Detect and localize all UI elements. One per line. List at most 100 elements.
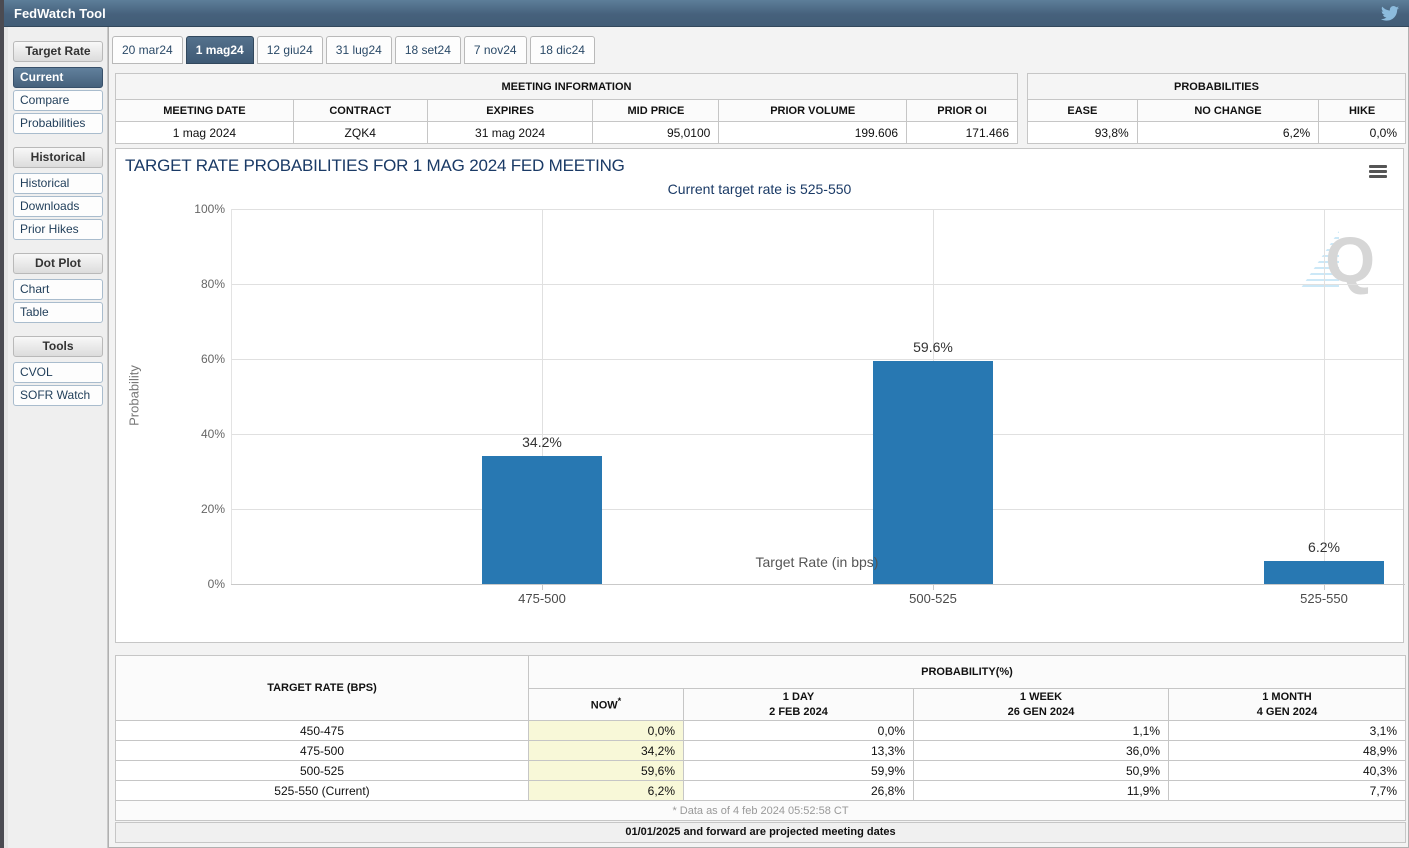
sidebar-item-compare[interactable]: Compare bbox=[13, 90, 103, 111]
y-tick-0: 0% bbox=[207, 577, 225, 591]
tab-18-set24[interactable]: 18 set24 bbox=[394, 36, 461, 64]
sidebar-item-chart[interactable]: Chart bbox=[13, 279, 103, 300]
probability-group-header: PROBABILITY(%) bbox=[528, 655, 1406, 689]
table-row: 475-500 34,2% 13,3% 36,0% 48,9% bbox=[115, 740, 1406, 761]
x-category-525-550: 525-550 bbox=[1300, 591, 1348, 606]
row-label: 500-525 bbox=[115, 760, 529, 781]
y-axis-title: Probability bbox=[126, 365, 142, 426]
sidebar-item-historical[interactable]: Historical bbox=[13, 173, 103, 194]
now-value: 6,2% bbox=[528, 780, 684, 801]
target-rate-chart: TARGET RATE PROBABILITIES FOR 1 MAG 2024… bbox=[115, 148, 1405, 643]
tab-1-mag24[interactable]: 1 mag24 bbox=[185, 36, 254, 64]
x-axis-line bbox=[231, 584, 1405, 585]
contract-value: ZQK4 bbox=[292, 121, 428, 144]
col-no-change: NO CHANGE bbox=[1136, 99, 1320, 122]
row-label: 525-550 (Current) bbox=[115, 780, 529, 801]
table-row: 525-550 (Current) 6,2% 26,8% 11,9% 7,7% bbox=[115, 780, 1406, 801]
hike-value: 0,0% bbox=[1318, 121, 1406, 144]
bar-value-475-500: 34.2% bbox=[522, 433, 562, 450]
mid-price-value: 95,0100 bbox=[592, 121, 720, 144]
bar-500-525[interactable] bbox=[873, 360, 993, 584]
col-expires: EXPIRES bbox=[426, 99, 594, 122]
month1-value: 40,3% bbox=[1168, 760, 1406, 781]
meeting-tabs: 20 mar24 1 mag24 12 giu24 31 lug24 18 se… bbox=[112, 36, 595, 64]
no-change-value: 6,2% bbox=[1136, 121, 1320, 144]
table-row: 500-525 59,6% 59,9% 50,9% 40,3% bbox=[115, 760, 1406, 781]
sidebar-item-sofr-watch[interactable]: SOFR Watch bbox=[13, 385, 103, 406]
y-tick-40: 40% bbox=[200, 427, 225, 441]
expires-value: 31 mag 2024 bbox=[426, 121, 594, 144]
meeting-date-value: 1 mag 2024 bbox=[115, 121, 294, 144]
month1-value: 7,7% bbox=[1168, 780, 1406, 801]
bar-525-550[interactable] bbox=[1264, 560, 1384, 584]
sidebar-item-current[interactable]: Current bbox=[13, 67, 103, 88]
row-label: 475-500 bbox=[115, 740, 529, 761]
projected-dates-note: 01/01/2025 and forward are projected mee… bbox=[115, 822, 1406, 843]
now-value: 59,6% bbox=[528, 760, 684, 781]
app-header: FedWatch Tool bbox=[4, 0, 1409, 27]
x-axis-title: Target Rate (in bps) bbox=[755, 554, 879, 570]
tab-18-dic24[interactable]: 18 dic24 bbox=[529, 36, 595, 64]
month1-value: 3,1% bbox=[1168, 720, 1406, 741]
tab-20-mar24[interactable]: 20 mar24 bbox=[112, 36, 183, 64]
day1-value: 13,3% bbox=[683, 740, 914, 761]
col-meeting-date: MEETING DATE bbox=[115, 99, 294, 122]
col-1-day: 1 DAY 2 FEB 2024 bbox=[683, 688, 914, 721]
plot-area: 0% 20% 40% 60% 80% 100% 34.2% 59.6% 6.2% bbox=[194, 202, 1405, 606]
app-title: FedWatch Tool bbox=[14, 5, 106, 21]
tab-31-lug24[interactable]: 31 lug24 bbox=[325, 36, 392, 64]
cme-q-watermark-icon: Q bbox=[1299, 227, 1375, 297]
twitter-icon[interactable] bbox=[1381, 5, 1399, 21]
day1-value: 0,0% bbox=[683, 720, 914, 741]
bar-value-500-525: 59.6% bbox=[913, 338, 953, 355]
bar-475-500[interactable] bbox=[482, 455, 602, 584]
prior-volume-value: 199.606 bbox=[718, 121, 908, 144]
y-tick-100: 100% bbox=[194, 202, 225, 216]
one-month-date: 4 GEN 2024 bbox=[1256, 705, 1318, 718]
meeting-information-title: MEETING INFORMATION bbox=[115, 73, 1018, 100]
table-footnote-row: * Data as of 4 feb 2024 05:52:58 CT bbox=[115, 800, 1406, 821]
one-month-label: 1 MONTH bbox=[1262, 691, 1312, 704]
col-contract: CONTRACT bbox=[292, 99, 428, 122]
chart-title: TARGET RATE PROBABILITIES FOR 1 MAG 2024… bbox=[125, 156, 625, 175]
y-tick-60: 60% bbox=[200, 352, 225, 366]
meeting-information-table: MEETING INFORMATION MEETING DATE CONTRAC… bbox=[115, 73, 1018, 144]
sidebar-item-cvol[interactable]: CVOL bbox=[13, 362, 103, 383]
sidebar-header-tools: Tools bbox=[13, 336, 103, 357]
sidebar-item-prior-hikes[interactable]: Prior Hikes bbox=[13, 219, 103, 240]
ease-value: 93,8% bbox=[1027, 121, 1138, 144]
y-tick-20: 20% bbox=[200, 502, 225, 516]
week1-value: 36,0% bbox=[913, 740, 1169, 761]
sidebar-item-table[interactable]: Table bbox=[13, 302, 103, 323]
sidebar: Target Rate Current Compare Probabilitie… bbox=[8, 27, 108, 848]
sidebar-header-historical: Historical bbox=[13, 147, 103, 168]
y-tick-80: 80% bbox=[200, 277, 225, 291]
probability-detail-table: TARGET RATE (BPS) PROBABILITY(%) NOW* 1 … bbox=[115, 655, 1406, 821]
day1-value: 59,9% bbox=[683, 760, 914, 781]
one-week-date: 26 GEN 2024 bbox=[1007, 705, 1075, 718]
sidebar-item-downloads[interactable]: Downloads bbox=[13, 196, 103, 217]
prior-oi-value: 171.466 bbox=[906, 121, 1018, 144]
now-value: 0,0% bbox=[528, 720, 684, 741]
week1-value: 11,9% bbox=[913, 780, 1169, 801]
col-prior-oi: PRIOR OI bbox=[906, 99, 1018, 122]
row-label: 450-475 bbox=[115, 720, 529, 741]
one-day-date: 2 FEB 2024 bbox=[769, 705, 828, 718]
col-mid-price: MID PRICE bbox=[592, 99, 720, 122]
tab-7-nov24[interactable]: 7 nov24 bbox=[463, 36, 527, 64]
bar-value-525-550: 6.2% bbox=[1308, 538, 1340, 555]
now-value: 34,2% bbox=[528, 740, 684, 761]
chart-context-menu-icon[interactable] bbox=[1369, 165, 1387, 178]
now-asterisk: * bbox=[617, 696, 622, 707]
probabilities-summary-table: PROBABILITIES EASE NO CHANGE HIKE 93,8% … bbox=[1027, 73, 1406, 144]
week1-value: 1,1% bbox=[913, 720, 1169, 741]
month1-value: 48,9% bbox=[1168, 740, 1406, 761]
col-1-month: 1 MONTH 4 GEN 2024 bbox=[1168, 688, 1406, 721]
col-1-week: 1 WEEK 26 GEN 2024 bbox=[913, 688, 1169, 721]
data-as-of-note: * Data as of 4 feb 2024 05:52:58 CT bbox=[115, 800, 1406, 821]
x-category-500-525: 500-525 bbox=[909, 591, 957, 606]
sidebar-header-target-rate: Target Rate bbox=[13, 41, 103, 62]
tab-12-giu24[interactable]: 12 giu24 bbox=[256, 36, 323, 64]
sidebar-item-probabilities[interactable]: Probabilities bbox=[13, 113, 103, 134]
